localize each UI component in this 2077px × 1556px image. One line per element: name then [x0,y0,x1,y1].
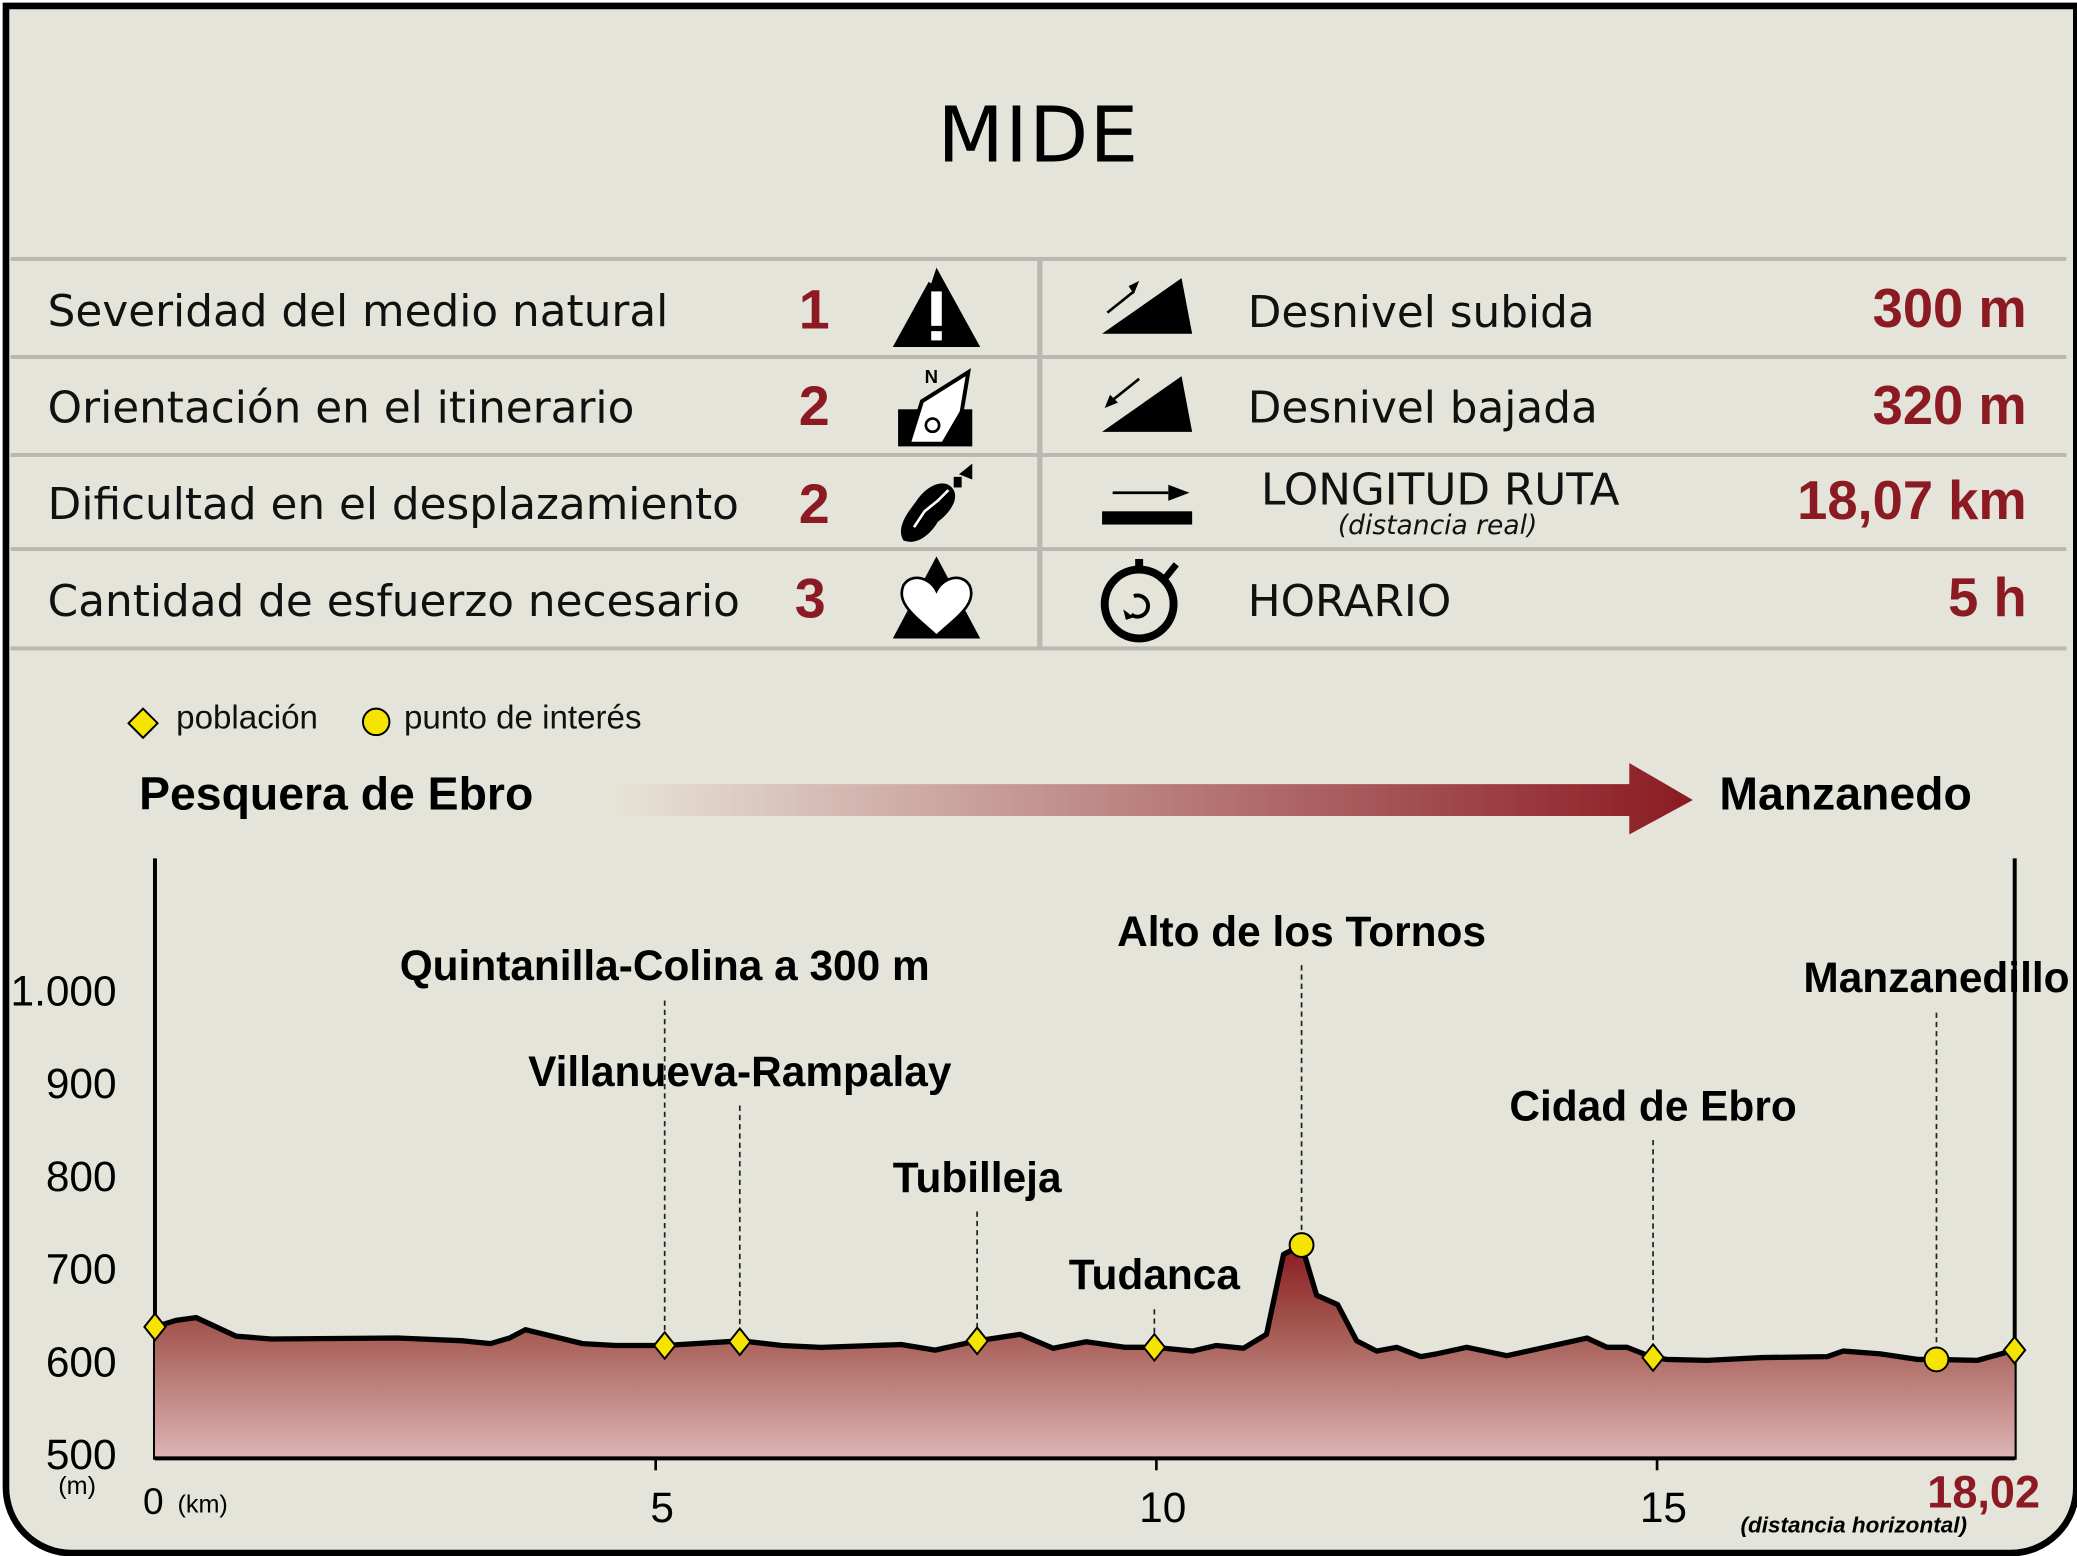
heart-mountain-icon [892,556,981,639]
end-distance-label: 18,02 [1927,1467,2041,1518]
mide-label: Cantidad de esfuerzo necesario [47,574,740,627]
divider [1037,259,1043,650]
poi-marker [1288,1232,1315,1258]
place-label: Villanueva-Rampalay [528,1047,952,1095]
town-marker [1142,1332,1167,1363]
poi-marker [1923,1346,1950,1373]
town-marker [1641,1342,1665,1373]
ascent-icon [1102,278,1193,334]
route-label: Desnivel subida [1247,286,1595,338]
y-tick-label: 600 [45,1337,117,1386]
route-label: HORARIO [1247,574,1452,627]
mide-label: Severidad del medio natural [47,284,669,337]
profile-area [154,1245,2015,1458]
route-value: 18,07 km [1797,470,2027,532]
divider [10,256,2067,261]
town-marker [652,1330,677,1361]
mide-label: Orientación en el itinerario [47,381,635,434]
town-marker [727,1326,752,1357]
legend-town: población [176,699,318,737]
town-marker [965,1325,989,1356]
x-tick-label: 15 [1639,1483,1688,1532]
y-tick-label: 500 [45,1430,117,1479]
mide-value: 2 [798,472,830,536]
y-tick-label: 800 [45,1152,117,1201]
page-title: MIDE [937,90,1140,181]
town-diamond-icon [127,707,159,740]
poi-circle-icon [361,707,391,737]
town-marker [143,1312,167,1342]
stopwatch-icon [1100,558,1179,643]
distance-icon [1102,484,1193,525]
compass-orientation-icon: N [898,366,973,447]
mide-value: 3 [794,566,826,630]
mide-value: 2 [798,374,830,438]
svg-text:N: N [925,366,938,387]
profile-line [154,1242,2016,1364]
y-unit: (m) [58,1472,97,1501]
route-label: LONGITUD RUTA [1261,463,1620,516]
boot-sole-icon [900,463,973,542]
place-label: Cidad de Ebro [1509,1081,1797,1130]
y-tick-label: 700 [45,1245,117,1293]
x-tick-label: 5 [650,1483,674,1532]
y-tick-label: 900 [45,1059,117,1108]
x-tick-label: 10 [1139,1483,1187,1532]
route-sublabel: (distancia real) [1337,508,1538,541]
end-distance-note: (distancia horizontal) [1740,1512,1967,1538]
place-label: Alto de los Tornos [1117,906,1487,955]
mide-label: Dificultad en el desplazamiento [47,478,739,530]
place-label: Tubilleja [892,1153,1062,1201]
route-value: 320 m [1872,374,2027,436]
x-tick-label: 0 [143,1480,164,1522]
x-unit: (km) [177,1491,228,1520]
legend-poi: punto de interés [404,699,642,737]
descent-icon [1102,376,1193,432]
mountain-warning-icon [892,267,981,348]
route-start: Pesquera de Ebro [139,768,534,820]
direction-arrow-icon [609,762,1693,835]
town-marker [2002,1335,2027,1365]
route-end: Manzanedo [1719,768,1972,820]
y-tick-label: 1.000 [10,966,117,1015]
route-value: 5 h [1948,566,2027,628]
place-label: Quintanilla-Colina a 300 m [399,942,930,990]
route-value: 300 m [1872,278,2027,340]
route-label: Desnivel bajada [1247,381,1598,434]
mide-value: 1 [798,278,830,341]
place-label: Tudanca [1068,1250,1240,1299]
place-label: Manzanedillo [1803,954,2070,1002]
